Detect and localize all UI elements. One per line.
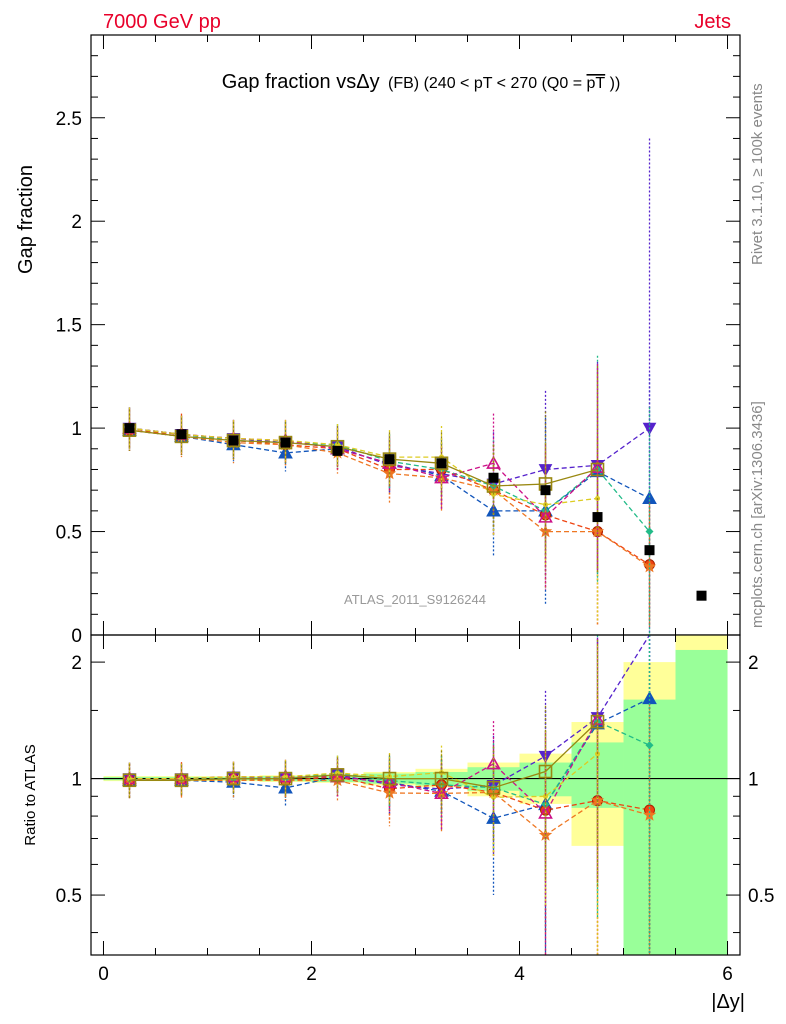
ratio-marker: [642, 808, 657, 821]
ratio-marker: [491, 794, 497, 800]
series-marker: [642, 490, 657, 505]
ratio-marker: [590, 714, 605, 729]
plot-title-end: )): [610, 75, 621, 92]
series-line: [129, 427, 650, 533]
y-tick-label: 0: [71, 626, 82, 647]
y-tick-label: 1.5: [56, 316, 82, 337]
data-point: [540, 485, 551, 496]
data-point: [332, 445, 343, 456]
energy-label: 7000 GeV pp: [103, 11, 221, 33]
ratio-y-tick-label-left: 1: [71, 770, 82, 791]
ratio-series-line: [129, 753, 598, 798]
uncertainty-band-green: [675, 649, 728, 955]
series-line: [129, 429, 598, 487]
ratio-series-line: [129, 721, 598, 789]
data-point: [280, 437, 291, 448]
ratio-marker: [434, 771, 449, 786]
series-marker: [226, 433, 241, 448]
series-line: [129, 427, 598, 506]
ratio-y-tick-label-right: 2: [748, 653, 759, 674]
ratio-marker: [382, 771, 397, 786]
plot-title: Gap fraction vsΔy (FB) (240 < pT < 270 (…: [222, 71, 621, 93]
data-point: [696, 590, 707, 601]
data-point: [228, 435, 239, 446]
series-marker: [642, 559, 657, 573]
plot-title-sub: (FB) (240 < pT < 270 (Q0 =: [388, 75, 582, 92]
data-point: [644, 545, 655, 556]
ratio-plot-frame: [90, 634, 741, 956]
process-label: Jets: [694, 11, 731, 33]
series-marker: [645, 527, 654, 536]
ratio-marker: [486, 780, 501, 795]
ratio-series-line: [129, 719, 599, 815]
x-tick-label: 6: [722, 964, 733, 985]
y-tick-label: 0.5: [56, 523, 82, 544]
plot-title-pt: pT: [587, 75, 606, 92]
data-point: [592, 512, 603, 523]
series-marker: [278, 435, 293, 450]
data-point: [124, 423, 135, 434]
ratio-y-tick-label-left: 0.5: [56, 886, 82, 907]
x-tick-label: 2: [306, 964, 317, 985]
series-marker: [382, 452, 397, 466]
x-tick-label: 4: [514, 964, 525, 985]
y-axis-label-main: Gap fraction: [15, 165, 37, 274]
y-tick-label: 2.5: [56, 109, 82, 130]
y-tick-label: 2: [71, 212, 82, 233]
analysis-watermark: ATLAS_2011_S9126244: [344, 592, 486, 607]
series-marker: [538, 509, 553, 523]
plot-title-main: Gap fraction vsΔy: [222, 71, 380, 93]
x-axis-label: |Δy|: [711, 991, 745, 1013]
ratio-marker: [226, 771, 241, 786]
ratio-marker: [122, 773, 137, 788]
series-marker: [434, 456, 449, 471]
y-axis-label-ratio: Ratio to ATLAS: [22, 744, 39, 845]
series-marker: [590, 462, 605, 477]
ratio-marker: [645, 741, 654, 750]
ratio-panel: 0.5 0.5 1 1 2 2 0 2 4 6: [56, 634, 774, 985]
data-point: [436, 458, 447, 469]
data-point: [488, 472, 499, 483]
ratio-marker: [486, 756, 501, 770]
x-tick-label: 0: [98, 964, 109, 985]
rivet-version-label: Rivet 3.1.10, ≥ 100k events: [749, 83, 766, 265]
series-marker: [486, 455, 501, 469]
ratio-marker: [330, 768, 345, 782]
series-line: [129, 427, 598, 519]
ratio-marker: [538, 764, 553, 779]
ratio-marker: [543, 793, 549, 799]
ratio-y-tick-label-left: 2: [71, 653, 82, 674]
ratio-y-tick-label-right: 0.5: [748, 886, 774, 907]
ratio-marker: [174, 773, 189, 788]
ratio-marker: [278, 771, 293, 786]
mcplots-label: mcplots.cern.ch [arXiv:1306.3436]: [749, 401, 766, 628]
main-plot-frame: [90, 34, 741, 636]
y-tick-label: 1: [71, 419, 82, 440]
data-point: [176, 429, 187, 440]
ratio-y-tick-label-right: 1: [748, 770, 759, 791]
main-panel: 0 0.5 1 1.5 2 2.5 Gap fraction vsΔy (FB) (240…: [56, 34, 741, 647]
data-point: [384, 454, 395, 465]
